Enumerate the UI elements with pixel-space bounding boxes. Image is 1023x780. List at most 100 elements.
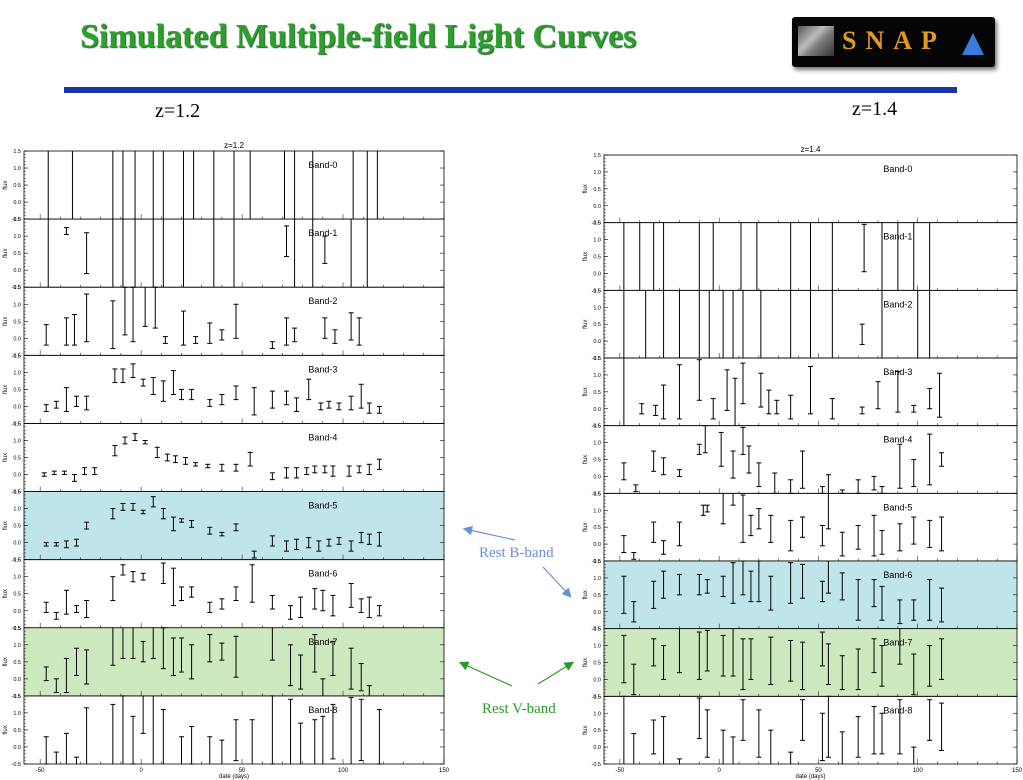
error-bar (897, 443, 903, 489)
error-bar (911, 516, 917, 545)
error-bar (336, 537, 342, 545)
y-tick-label: 1.5 (593, 221, 601, 227)
error-bar (696, 359, 702, 401)
y-tick-label: 0.0 (593, 204, 601, 210)
error-bar (233, 303, 239, 339)
error-bar (120, 564, 126, 576)
y-tick-label: 1.0 (13, 643, 21, 649)
error-bar (732, 377, 738, 426)
title-rule (64, 87, 957, 93)
panel-frame (23, 423, 445, 492)
error-bar (269, 594, 275, 610)
error-bar (676, 758, 682, 764)
y-tick-label: -0.5 (12, 558, 21, 564)
band-label: Band-7 (883, 638, 912, 648)
y-tick-label: 0.5 (13, 251, 21, 257)
error-bar (768, 514, 774, 543)
error-bar (92, 467, 98, 476)
error-bar (788, 394, 794, 420)
error-bar (269, 627, 275, 661)
error-bar (233, 523, 239, 532)
error-bar (939, 452, 945, 467)
error-bar (219, 598, 225, 610)
error-bar (172, 455, 178, 464)
error-bar (249, 564, 255, 603)
y-tick-label: 1.0 (593, 644, 601, 650)
y-tick-label: 1.5 (593, 627, 601, 633)
error-bar (348, 697, 354, 764)
error-bar (53, 611, 59, 620)
panel-frame (603, 492, 1018, 562)
y-tick-label: -0.5 (592, 762, 601, 768)
error-bar (879, 645, 885, 687)
y-tick-label: 0.5 (593, 661, 601, 667)
error-bar (219, 329, 225, 341)
rest-v-arrow-left (458, 661, 513, 687)
error-bar (322, 465, 328, 474)
y-tick-label: 1.0 (13, 302, 21, 308)
flux-axis-label: flux (3, 180, 9, 189)
error-bar (756, 709, 762, 758)
error-bar (788, 640, 794, 682)
error-bar (740, 560, 746, 596)
error-bar (704, 629, 710, 672)
error-bar (358, 698, 364, 762)
error-bar (320, 678, 326, 696)
error-bar (292, 327, 298, 343)
band-label: Band-7 (308, 637, 337, 647)
error-bar (676, 628, 682, 674)
y-tick-label: 0.0 (13, 200, 21, 206)
error-bar (284, 467, 289, 479)
error-bar (720, 729, 726, 764)
error-bar (710, 398, 716, 420)
error-bar (140, 378, 146, 387)
error-bar (839, 572, 845, 601)
error-bar (702, 425, 708, 454)
left-z-label: z=1.2 (155, 100, 201, 122)
error-bar (788, 519, 794, 552)
flux-axis-label: flux (3, 453, 9, 462)
error-bar (51, 470, 57, 476)
y-tick-label: -0.5 (12, 285, 21, 291)
error-bar (179, 518, 184, 523)
error-bar (71, 313, 77, 346)
error-bar (189, 388, 195, 401)
error-bar (150, 376, 156, 395)
band-panel: 1.5 1.0 0.5 0.0 -0.5 flux Band-2 (583, 288, 1018, 362)
error-bar (120, 368, 126, 384)
error-bar (366, 402, 372, 414)
error-bar (676, 469, 682, 477)
error-bar (879, 712, 885, 755)
band-panel: 1.5 1.0 0.5 0.0 -0.5 flux Band-8 (3, 694, 445, 768)
error-bar (84, 395, 90, 411)
y-tick-label: 1.5 (13, 217, 21, 223)
snap-logo: SNAP (792, 17, 995, 67)
error-bar (170, 370, 176, 395)
error-bar (621, 634, 627, 684)
error-bar (855, 479, 861, 494)
error-bar (897, 628, 903, 665)
error-bar (84, 600, 90, 619)
error-bar (746, 445, 752, 474)
error-bar (326, 400, 332, 409)
error-bar (112, 445, 118, 457)
flux-axis-label: flux (3, 317, 9, 326)
error-bar (730, 562, 736, 604)
error-bar (43, 324, 49, 346)
error-bar (774, 399, 780, 415)
y-tick-label: 0.0 (593, 271, 601, 277)
error-bar (897, 523, 903, 552)
error-bar (756, 560, 762, 603)
error-bar (376, 458, 382, 470)
band-label: Band-6 (308, 569, 337, 579)
error-bar (756, 508, 762, 530)
error-bar (110, 703, 116, 764)
band-label: Band-4 (308, 432, 337, 442)
error-bar (233, 586, 239, 602)
rest-v-arrow-right (537, 661, 575, 685)
error-bar (233, 463, 239, 472)
y-tick-label: -0.5 (12, 694, 21, 700)
y-tick-label: 0.0 (13, 541, 21, 547)
error-bar (839, 731, 845, 764)
error-bar (207, 634, 213, 663)
